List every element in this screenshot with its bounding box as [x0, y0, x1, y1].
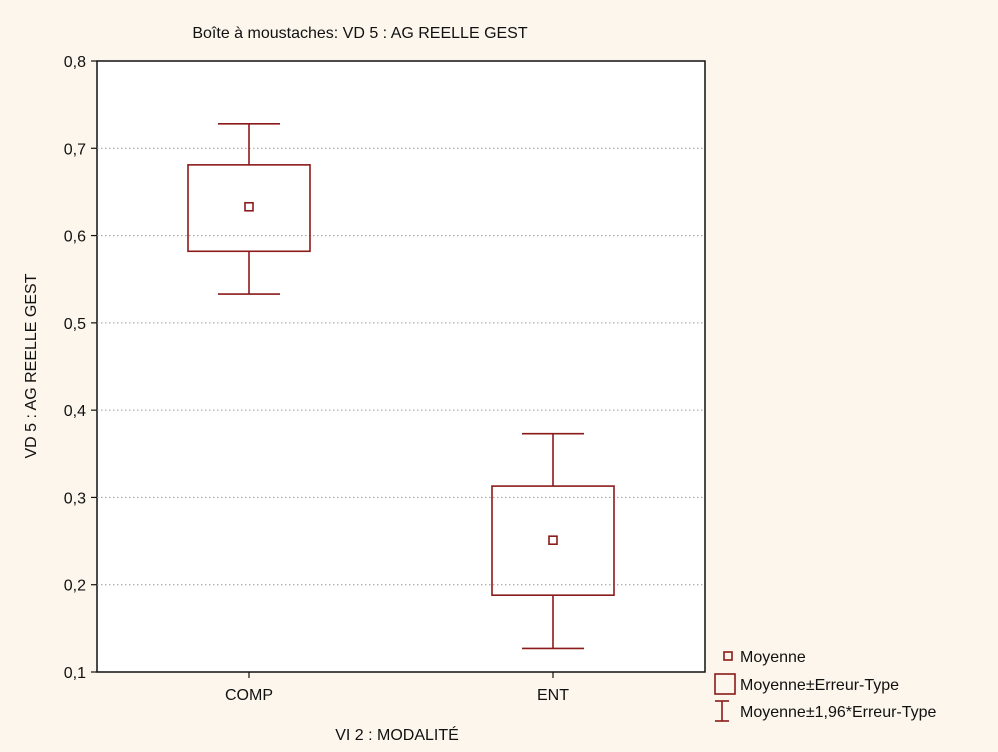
y-tick-label: 0,4 [64, 403, 86, 420]
grid-lines [97, 147, 705, 586]
y-axis-label: VD 5 : AG REELLE GEST [23, 273, 40, 458]
legend-box-symbol [714, 673, 736, 695]
chart-title: Boîte à moustaches: VD 5 : AG REELLE GES… [192, 25, 527, 42]
x-axis: COMP ENT [225, 672, 569, 704]
x-tick-label: COMP [225, 687, 273, 704]
legend: Moyenne Moyenne±Erreur-Type Moyenne±1,96*E… [714, 649, 937, 722]
y-tick-label: 0,8 [64, 54, 86, 71]
y-tick-label: 0,2 [64, 578, 86, 595]
y-tick-label: 0,1 [64, 665, 86, 682]
se-box [187, 164, 311, 253]
mean-marker [548, 535, 558, 545]
box-plot-comp [187, 123, 311, 295]
y-tick-label: 0,5 [64, 316, 86, 333]
legend-item: Moyenne [723, 649, 806, 666]
y-tick-label: 0,6 [64, 229, 86, 246]
box-plots [187, 123, 615, 650]
legend-label: Moyenne±1,96*Erreur-Type [740, 704, 937, 721]
legend-label: Moyenne [740, 649, 806, 666]
box-plot-ent [491, 432, 615, 650]
legend-item: Moyenne±1,96*Erreur-Type [715, 700, 937, 722]
y-axis: 0,1 0,2 0,3 0,4 0,5 0,6 0,7 0,8 [64, 54, 97, 682]
legend-label: Moyenne±Erreur-Type [740, 677, 899, 694]
legend-item: Moyenne±Erreur-Type [714, 673, 899, 695]
se-box [491, 485, 615, 596]
y-tick-label: 0,7 [64, 141, 86, 158]
x-tick-label: ENT [537, 687, 569, 704]
legend-mean-symbol [723, 651, 733, 661]
x-axis-label: VI 2 : MODALITÉ [335, 725, 459, 744]
y-tick-label: 0,3 [64, 490, 86, 507]
mean-marker [244, 201, 254, 212]
plot-frame [96, 60, 706, 673]
